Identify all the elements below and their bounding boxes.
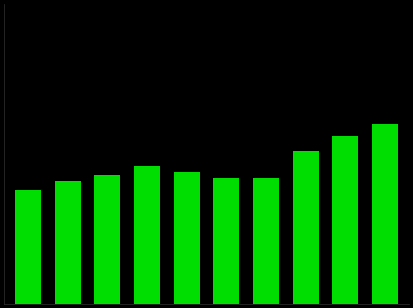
Bar — [15, 190, 41, 304]
Bar — [174, 172, 199, 304]
Bar — [293, 151, 318, 304]
Bar — [372, 124, 398, 304]
Bar — [134, 166, 160, 304]
Bar — [55, 181, 81, 304]
Bar — [332, 136, 358, 304]
Bar — [253, 178, 279, 304]
Bar — [95, 175, 120, 304]
Bar — [214, 178, 239, 304]
